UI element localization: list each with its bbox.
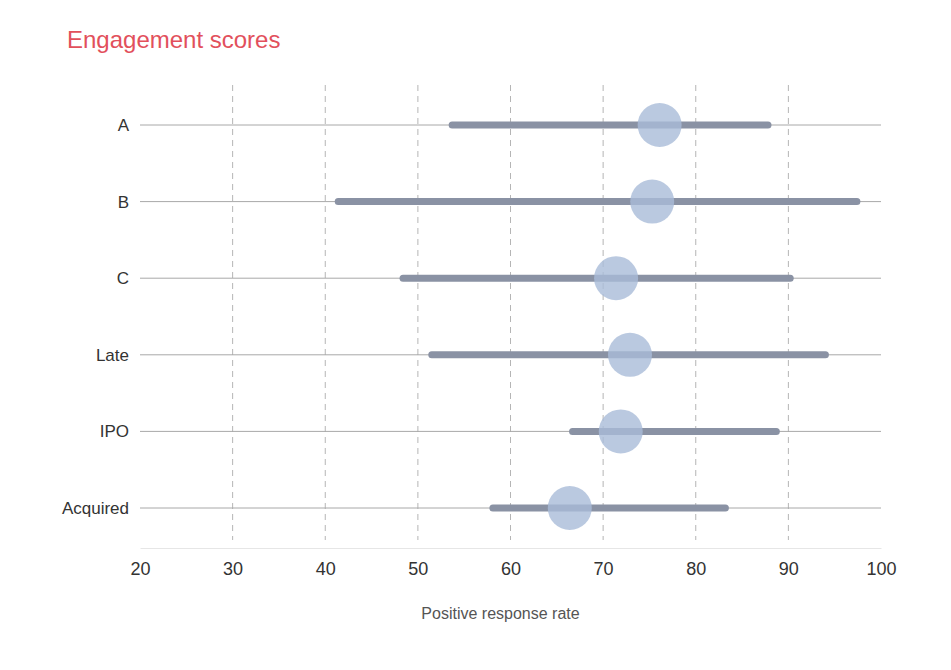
tick: 20 bbox=[130, 548, 150, 579]
median-dot bbox=[638, 103, 682, 147]
title: Engagement scores bbox=[67, 26, 280, 53]
category-label: A bbox=[118, 116, 130, 135]
tick: 30 bbox=[223, 548, 243, 579]
tick: 80 bbox=[686, 548, 706, 579]
tick-label: 30 bbox=[223, 559, 243, 579]
grid-line bbox=[695, 85, 696, 540]
grid-line bbox=[788, 85, 789, 540]
range-bar bbox=[338, 198, 857, 205]
range-bar bbox=[493, 505, 725, 512]
row-line bbox=[140, 125, 881, 126]
tick: 50 bbox=[408, 548, 428, 579]
x-axis: 20 30 40 50 60 70 80 90 100 bbox=[130, 548, 896, 579]
axis-line bbox=[141, 548, 882, 549]
tick-label: 20 bbox=[130, 559, 150, 579]
category-label: Acquired bbox=[62, 499, 129, 518]
row-line bbox=[140, 508, 881, 509]
tick: 60 bbox=[501, 548, 521, 579]
grid-line bbox=[417, 85, 418, 540]
tick-label: 50 bbox=[408, 559, 428, 579]
category-label: Late bbox=[96, 346, 129, 365]
chart: Engagement scores A B C Late IPO Acquired 20 30 4… bbox=[0, 0, 951, 670]
grid-line bbox=[232, 85, 233, 540]
grid-line bbox=[603, 85, 604, 540]
tick-label: 80 bbox=[686, 559, 706, 579]
category-labels: A B C Late IPO Acquired bbox=[62, 116, 130, 518]
category-label: IPO bbox=[100, 422, 129, 441]
grid-line bbox=[510, 85, 511, 540]
category-label: B bbox=[118, 193, 129, 212]
tick-label: 60 bbox=[501, 559, 521, 579]
median-dot bbox=[630, 180, 674, 224]
tick-label: 90 bbox=[779, 559, 799, 579]
grid-line bbox=[325, 85, 326, 540]
x-axis-title: Positive response rate bbox=[421, 605, 579, 622]
row-line bbox=[140, 354, 881, 355]
category-label: C bbox=[117, 269, 129, 288]
tick-label: 70 bbox=[594, 559, 614, 579]
marks bbox=[338, 103, 857, 530]
range-bar bbox=[452, 122, 768, 129]
tick: 40 bbox=[316, 548, 336, 579]
tick: 100 bbox=[866, 548, 896, 579]
row-line bbox=[140, 278, 881, 279]
median-dot bbox=[599, 409, 643, 453]
row-lines bbox=[140, 125, 881, 508]
median-dot bbox=[594, 256, 638, 300]
median-dot bbox=[608, 333, 652, 377]
grid bbox=[233, 85, 789, 540]
median-dot bbox=[548, 486, 592, 530]
tick: 90 bbox=[779, 548, 799, 579]
row-line bbox=[140, 431, 881, 432]
tick-label: 40 bbox=[316, 559, 336, 579]
row-line bbox=[140, 201, 881, 202]
tick: 70 bbox=[594, 548, 614, 579]
tick-label: 100 bbox=[866, 559, 896, 579]
